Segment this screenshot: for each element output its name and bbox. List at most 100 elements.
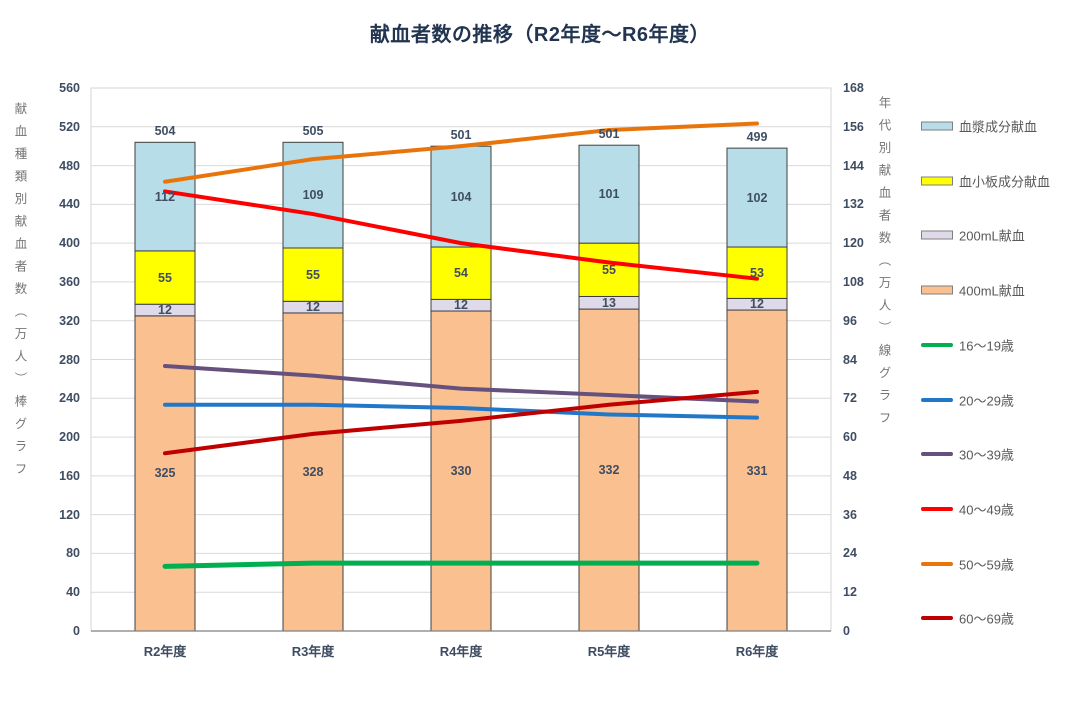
bar-segment-label: 109 — [302, 188, 324, 203]
legend-label: 400mL献血 — [959, 283, 1025, 299]
left-axis-tick: 280 — [59, 352, 80, 367]
bar-segment — [726, 246, 788, 299]
bar-segment — [578, 242, 640, 297]
legend-label: 60～69歳 — [959, 611, 1014, 627]
bar-segment-label: 13 — [602, 295, 616, 310]
x-axis-label: R4年度 — [439, 644, 483, 659]
right-axis-tick: 84 — [843, 352, 857, 367]
bar-segment-label: 104 — [450, 189, 472, 204]
bar-segment-label: 102 — [746, 190, 768, 205]
legend-label: 血漿成分献血 — [959, 119, 1038, 135]
right-axis-tick: 144 — [843, 158, 864, 173]
bar-total-label: 505 — [302, 124, 324, 139]
bar-segment-label: 328 — [302, 464, 324, 479]
left-axis-tick: 0 — [73, 624, 80, 638]
bar-segment — [430, 310, 492, 632]
right-axis-title: 年代別献血者数（万人）線グラフ — [876, 96, 891, 434]
right-axis-tick: 132 — [843, 197, 864, 212]
left-axis-tick: 520 — [59, 119, 80, 134]
right-axis-tick: 0 — [843, 624, 850, 638]
legend-swatch-line — [921, 342, 953, 347]
bar-segment — [134, 141, 196, 252]
bar-segment-label: 331 — [746, 463, 768, 478]
line-50～59歳 — [163, 121, 759, 184]
right-axis-tick: 168 — [843, 81, 864, 95]
legend-swatch-line — [921, 397, 953, 402]
legend-label: 200mL献血 — [959, 228, 1025, 244]
right-axis-tick: 156 — [843, 119, 864, 134]
chart-title: 献血者数の推移（R2年度～R6年度） — [369, 24, 711, 46]
right-axis-tick: 36 — [843, 507, 857, 522]
legend-swatch-line — [921, 561, 953, 566]
bar-segment-label: 12 — [454, 298, 468, 313]
legend-swatch-box — [921, 230, 953, 240]
left-axis-tick: 160 — [59, 468, 80, 483]
left-axis-tick: 400 — [59, 236, 80, 251]
bar-segment-label: 12 — [750, 297, 764, 312]
x-axis-label: R2年度 — [143, 644, 187, 659]
left-axis-tick: 120 — [59, 507, 80, 522]
bar-segment-label: 112 — [154, 189, 176, 204]
left-axis-tick: 320 — [59, 313, 80, 328]
legend-swatch-line — [921, 506, 953, 511]
legend-label: 20～29歳 — [959, 393, 1014, 408]
bar-segment-label: 55 — [158, 270, 172, 285]
left-axis-tick: 560 — [59, 81, 80, 95]
bar-segment-label: 55 — [306, 267, 320, 282]
line-40～49歳 — [163, 189, 759, 281]
bar-segment-label: 55 — [602, 262, 616, 277]
bar-segment — [726, 147, 788, 248]
right-axis-tick: 12 — [843, 585, 857, 600]
right-axis-tick: 96 — [843, 313, 857, 328]
bar-segment-label: 12 — [306, 300, 320, 315]
bar-segment-label: 330 — [450, 464, 472, 478]
bar-total-label: 501 — [598, 127, 620, 142]
x-axis-label: R6年度 — [735, 644, 779, 659]
legend-swatch-box — [921, 285, 953, 295]
right-axis-tick: 72 — [843, 391, 857, 406]
legend-label: 血小板成分献血 — [959, 174, 1051, 190]
legend-swatch-box — [921, 176, 953, 186]
right-axis-tick: 60 — [843, 430, 857, 445]
bar-segment-label: 12 — [158, 303, 172, 318]
line-20～29歳 — [163, 402, 759, 420]
bar-segment-label: 54 — [454, 266, 468, 281]
right-axis-tick: 120 — [843, 236, 864, 251]
left-axis-tick: 40 — [66, 585, 80, 600]
bar-segment — [134, 250, 196, 305]
bar-total-label: 504 — [154, 124, 176, 139]
line-60～69歳 — [163, 389, 759, 456]
line-30～39歳 — [163, 363, 759, 404]
left-axis-tick: 360 — [59, 274, 80, 289]
left-axis-tick: 440 — [59, 197, 80, 212]
x-axis-label: R5年度 — [587, 644, 631, 659]
bar-total-label: 499 — [746, 130, 768, 145]
bar-segment-label: 53 — [750, 265, 764, 280]
right-axis-tick: 48 — [843, 468, 857, 483]
bar-segment — [726, 309, 788, 632]
bar-segment-label: 332 — [598, 463, 620, 478]
legend-swatch-line — [921, 616, 953, 621]
bar-total-label: 501 — [450, 128, 472, 143]
bar-segment — [430, 145, 492, 248]
left-axis-tick: 480 — [59, 158, 80, 173]
right-axis-tick: 24 — [843, 546, 857, 561]
legend-swatch-line — [921, 452, 953, 457]
legend-label: 30～39歳 — [959, 447, 1014, 463]
legend-label: 40～49歳 — [959, 502, 1014, 518]
left-axis-tick: 240 — [59, 391, 80, 406]
bar-segment-label: 101 — [598, 187, 620, 202]
legend-swatch-box — [921, 121, 953, 131]
x-axis-label: R3年度 — [291, 644, 335, 659]
bar-segment — [430, 246, 492, 300]
left-axis-tick: 200 — [59, 430, 80, 445]
right-axis-tick: 108 — [843, 274, 864, 289]
bar-segment-label: 325 — [154, 466, 176, 481]
legend-label: 50～59歳 — [959, 557, 1014, 573]
bar-segment — [578, 144, 640, 244]
left-axis-title: 献血種類別献血者数（万人）棒グラフ — [12, 102, 27, 485]
left-axis-tick: 80 — [66, 546, 80, 561]
legend-label: 16～19歳 — [959, 338, 1014, 354]
